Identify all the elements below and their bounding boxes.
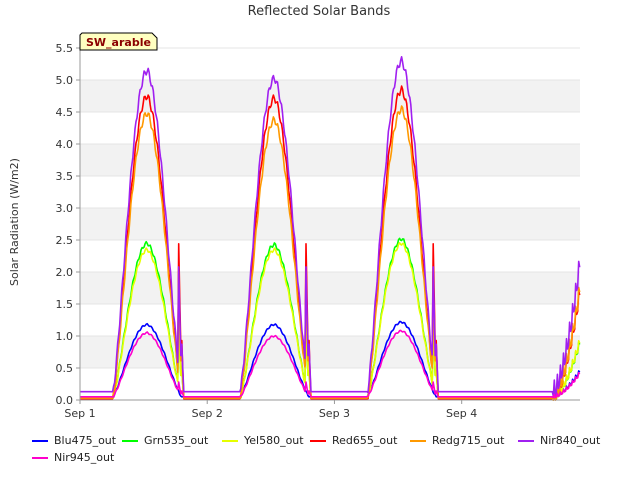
legend-label: Grn535_out [144,434,209,447]
grid-bands [80,47,580,401]
x-tick-label: Sep 1 [64,407,95,420]
legend-swatch [310,439,326,442]
y-tick-label: 1.0 [56,330,74,343]
legend-swatch [518,439,534,442]
legend-item: Nir840_out [518,434,600,447]
grid-band [80,80,580,112]
y-tick-label: 5.5 [56,42,74,55]
y-tick-label: 1.5 [56,298,74,311]
legend-label: Blu475_out [54,434,117,447]
legend-item: Grn535_out [122,434,208,447]
grid-band [80,48,580,80]
legend-item: Redg715_out [410,434,504,447]
grid-band [80,240,580,272]
grid-band [80,176,580,208]
badge-label: SW_arable [86,36,151,49]
y-tick-labels: 0.0 0.5 1.0 1.5 2.0 2.5 3.0 3.5 4.0 4.5 5.0 5.5 [56,42,80,407]
legend-label: Yel580_out [244,434,304,447]
series-lines [80,56,581,401]
legend-item: Red655_out [310,434,397,447]
y-tick-label: 2.5 [56,234,74,247]
legend-item: Nir945_out [32,451,114,464]
x-tick-label: Sep 2 [192,407,223,420]
legend-item: Blu475_out [32,434,116,447]
legend-label: Redg715_out [432,434,505,447]
legend-label: Red655_out [332,434,398,447]
grid-band [80,272,580,304]
x-tick-label: Sep 4 [446,407,477,420]
series-line-nir840_out [80,56,581,397]
x-tick-label: Sep 3 [319,407,350,420]
grid-band [80,144,580,176]
series-line-nir945_out [80,329,581,399]
grid-band [80,336,580,368]
y-axis-label: Solar Radiation (W/m2) [8,158,21,286]
legend-label: Nir945_out [54,451,115,464]
grid-band [80,208,580,240]
y-tick-label: 0.5 [56,362,74,375]
legend-swatch [32,439,48,442]
legend-swatch [122,439,138,442]
y-tick-label: 5.0 [56,74,74,87]
x-tick-labels: Sep 1 Sep 2 Sep 3 Sep 4 [64,400,477,420]
y-tick-label: 3.5 [56,170,74,183]
y-tick-label: 2.0 [56,266,74,279]
legend-swatch [222,439,238,442]
chart-title: Reflected Solar Bands [248,4,391,19]
legend-item: Yel580_out [222,434,304,447]
grid-band [80,304,580,336]
sw-arable-badge: SW_arable [79,32,158,51]
grid-band [80,368,580,400]
series-line-redg715_out [80,105,581,401]
legend-swatch [32,456,48,459]
legend-swatch [410,439,426,442]
y-tick-label: 3.0 [56,202,74,215]
y-tick-label: 0.0 [56,394,74,407]
legend-label: Nir840_out [540,434,601,447]
grid-band [80,112,580,144]
y-tick-label: 4.0 [56,138,74,151]
y-tick-label: 4.5 [56,106,74,119]
